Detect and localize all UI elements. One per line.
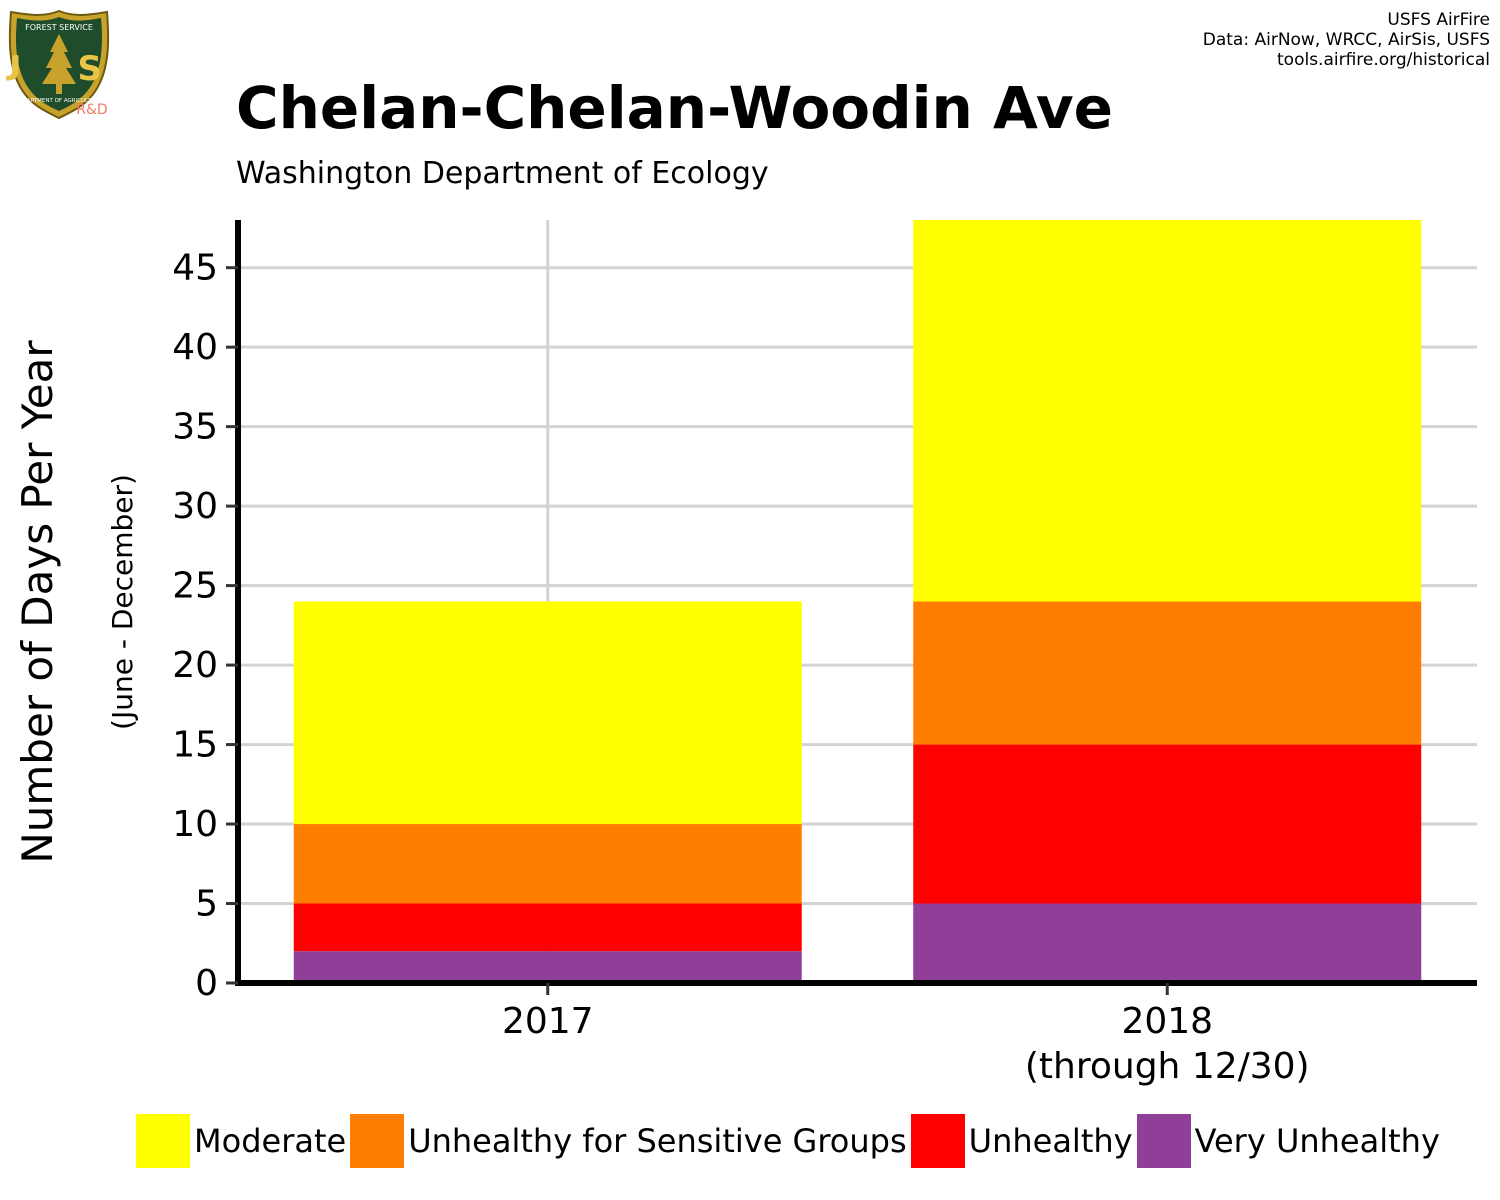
legend-swatch [350,1114,405,1168]
logo-rd-tag: R&D [76,102,107,118]
legend-label: Unhealthy for Sensitive Groups [408,1122,907,1160]
bar-segment [913,744,1422,904]
legend-label: Very Unhealthy [1194,1122,1440,1160]
logo-top-text: FOREST SERVICE [25,23,93,32]
credit-line: Data: AirNow, WRCC, AirSis, USFS [1202,30,1490,50]
legend-item: Unhealthy for Sensitive Groups [350,1114,907,1168]
bar-segment [293,903,802,952]
legend-item: Unhealthy [910,1114,1133,1168]
legend-item: Very Unhealthy [1136,1114,1440,1168]
legend-label: Moderate [194,1122,347,1160]
legend-swatch [136,1114,190,1168]
bar-segment [913,903,1422,983]
bar-segment [913,220,1422,602]
credit-line: USFS AirFire [1387,10,1490,30]
y-tick-label: 45 [172,248,218,289]
bar-segment [293,601,802,825]
y-tick-label: 15 [172,725,218,766]
chart-subtitle: Washington Department of Ecology [236,156,769,191]
axes-layer: 0 5 10 15 20 25 30 35 40 45 2017 2018(through 12/30… [172,220,1477,1087]
y-tick-label: 5 [195,884,218,925]
x-tick-sublabel: (through 12/30) [1025,1046,1310,1087]
logo-letters: U S [6,49,112,89]
legend-item: Moderate [136,1114,346,1168]
bars-layer [293,220,1422,983]
legend-swatch [910,1114,965,1168]
chart-title: Chelan-Chelan-Woodin Ave [236,74,1113,142]
y-tick-label: 30 [172,486,218,527]
bar-segment [293,824,802,904]
legend-swatch [1136,1114,1191,1168]
x-tick-label: 2017 [502,1001,594,1042]
bar-segment [913,601,1422,745]
credit-line: tools.airfire.org/historical [1277,50,1490,70]
y-tick-label: 0 [195,963,218,1004]
usfs-shield-logo: U S FOREST SERVICE DEPARTMENT OF AGRICUL… [6,9,112,120]
y-tick-label: 40 [172,327,218,368]
y-tick-label: 10 [172,804,218,845]
credits: USFS AirFire Data: AirNow, WRCC, AirSis,… [1203,10,1490,70]
y-axis-label: Number of Days Per Year [13,340,62,864]
logo-bottom-text: DEPARTMENT OF AGRICULTURE [16,98,103,104]
legend-label: Unhealthy [968,1122,1133,1160]
bar-segment [293,951,802,983]
legend: Moderate Unhealthy for Sensitive Groups Un… [136,1114,1444,1168]
x-tick-label: 2018 [1121,1001,1213,1042]
y-tick-label: 20 [172,645,218,686]
y-tick-label: 25 [172,566,218,607]
y-tick-label: 35 [172,407,218,448]
y-axis-sublabel: (June - December) [106,474,139,730]
